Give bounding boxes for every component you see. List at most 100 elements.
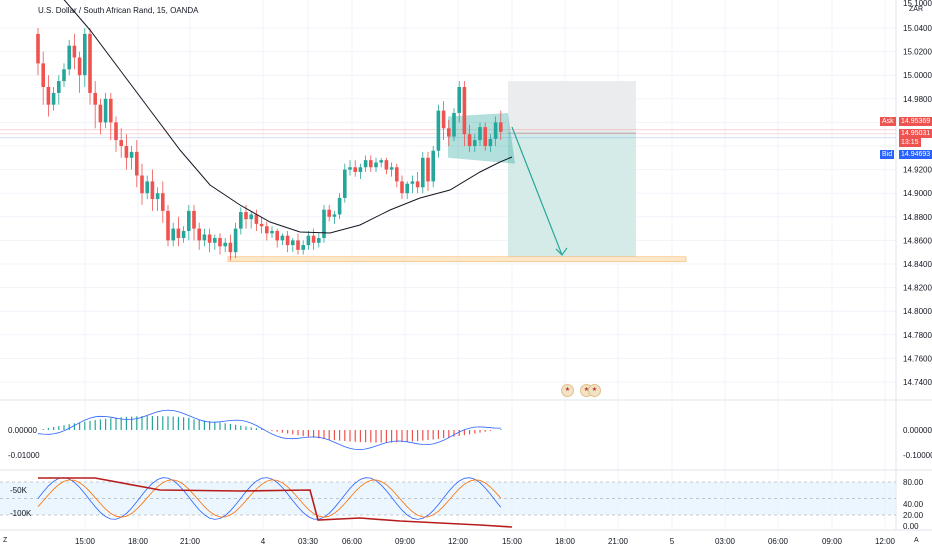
candle (447, 120, 451, 146)
flag-icon[interactable]: ★ (588, 384, 601, 397)
candle (192, 205, 196, 241)
candle (363, 155, 368, 172)
candle (478, 122, 482, 146)
candle (499, 110, 503, 141)
candle (129, 146, 134, 170)
candle (119, 128, 123, 158)
stochastic-left-label: -100K (10, 509, 32, 518)
candle (493, 116, 498, 146)
candle (462, 81, 467, 146)
stop-loss-zone[interactable] (508, 81, 636, 134)
time-tick-label: 06:00 (768, 537, 789, 546)
candle (467, 124, 472, 152)
candle (124, 134, 129, 170)
take-profit-zone[interactable] (508, 133, 636, 257)
price-tick-label: 15.02000 (903, 48, 932, 57)
candle (67, 39, 71, 76)
zoom-toggle[interactable]: Z (3, 537, 8, 544)
candle (322, 205, 326, 243)
symbol-title: U.S. Dollar / South African Rand, 15, OA… (38, 6, 199, 15)
candle (145, 175, 149, 200)
time-tick-label: 15:00 (75, 537, 96, 546)
bid-tag-label: Bid (880, 150, 895, 159)
macd-pane (37, 409, 502, 451)
candle (280, 233, 285, 246)
candle (400, 175, 404, 200)
candle (395, 163, 399, 188)
candle (166, 205, 170, 247)
candle (103, 92, 108, 129)
volume-line (38, 477, 513, 528)
price-axis[interactable]: 15.10000 15.04000 15.02000 15.00000 14.98000… (903, 0, 932, 387)
bid-tag-value: 14.94693 (899, 150, 932, 159)
candle (270, 226, 274, 239)
time-tick-label: 21:00 (608, 537, 629, 546)
stochastic-axis-label: 0.00 (903, 522, 919, 531)
candle (239, 207, 243, 235)
candle (301, 240, 305, 255)
time-axis[interactable]: 15:00 18:00 21:00 4 03:30 06:00 09:00 12:00 15:0… (75, 537, 896, 546)
stochastic-d-line (37, 479, 502, 518)
time-tick-label: 09:00 (822, 537, 843, 546)
candle (62, 63, 66, 87)
time-tick-label: 5 (670, 537, 675, 546)
candle (83, 28, 87, 87)
flag-icon[interactable]: ★ (561, 384, 574, 397)
stochastic-axis-label: 20.00 (903, 511, 924, 520)
time-tick-label: 4 (261, 537, 266, 546)
chart-grid (0, 0, 932, 531)
candle (374, 157, 378, 172)
candle (405, 181, 409, 200)
macd-left-label: 0.00000 (8, 426, 37, 435)
candle (135, 140, 139, 188)
candle (155, 187, 160, 211)
last-price-tag: 14.95031 (899, 129, 932, 138)
candle (343, 163, 347, 203)
time-tick-label: 18:00 (128, 537, 149, 546)
candle (389, 162, 394, 177)
time-tick-label: 09:00 (395, 537, 416, 546)
candle (337, 193, 342, 220)
candle (181, 226, 186, 243)
candle (233, 222, 238, 259)
auto-scale-toggle[interactable]: A (914, 537, 919, 544)
target-arrow[interactable] (511, 126, 568, 256)
candle (228, 234, 233, 261)
price-tick-label: 14.90000 (903, 189, 932, 198)
price-tick-label: 14.86000 (903, 236, 932, 245)
price-tick-label: 15.04000 (903, 24, 932, 33)
price-tick-label: 14.74000 (903, 378, 932, 387)
time-tick-label: 15:00 (502, 537, 523, 546)
price-tick-label: 14.78000 (903, 331, 932, 340)
candle (384, 157, 389, 175)
candle (187, 205, 191, 241)
macd-left-label: -0.01000 (8, 451, 40, 460)
candle (415, 171, 420, 194)
indicator-axes: 0.00000 -0.10000 0.00000 -0.01000 80.00 40.00… (8, 426, 932, 531)
candle (197, 222, 201, 250)
candle (77, 51, 82, 93)
time-tick-label: 03:30 (298, 537, 319, 546)
candle (176, 216, 181, 247)
candle (457, 81, 461, 123)
support-level-band[interactable] (227, 256, 687, 263)
time-tick-label: 03:00 (715, 537, 736, 546)
candle (223, 238, 227, 253)
candle (426, 151, 430, 191)
candle (207, 228, 212, 253)
ask-tag-value: 14.95369 (899, 117, 932, 126)
candle (421, 151, 425, 194)
candle (259, 216, 264, 234)
candle (348, 160, 352, 176)
candle (291, 238, 295, 253)
candle (254, 209, 259, 231)
candle (213, 234, 217, 250)
candle (88, 28, 92, 105)
candle (72, 33, 77, 70)
candle (306, 230, 311, 250)
price-tick-label: 14.92000 (903, 166, 932, 175)
candle (93, 81, 97, 129)
candle (332, 210, 337, 224)
macd-axis-label: 0.00000 (903, 426, 932, 435)
